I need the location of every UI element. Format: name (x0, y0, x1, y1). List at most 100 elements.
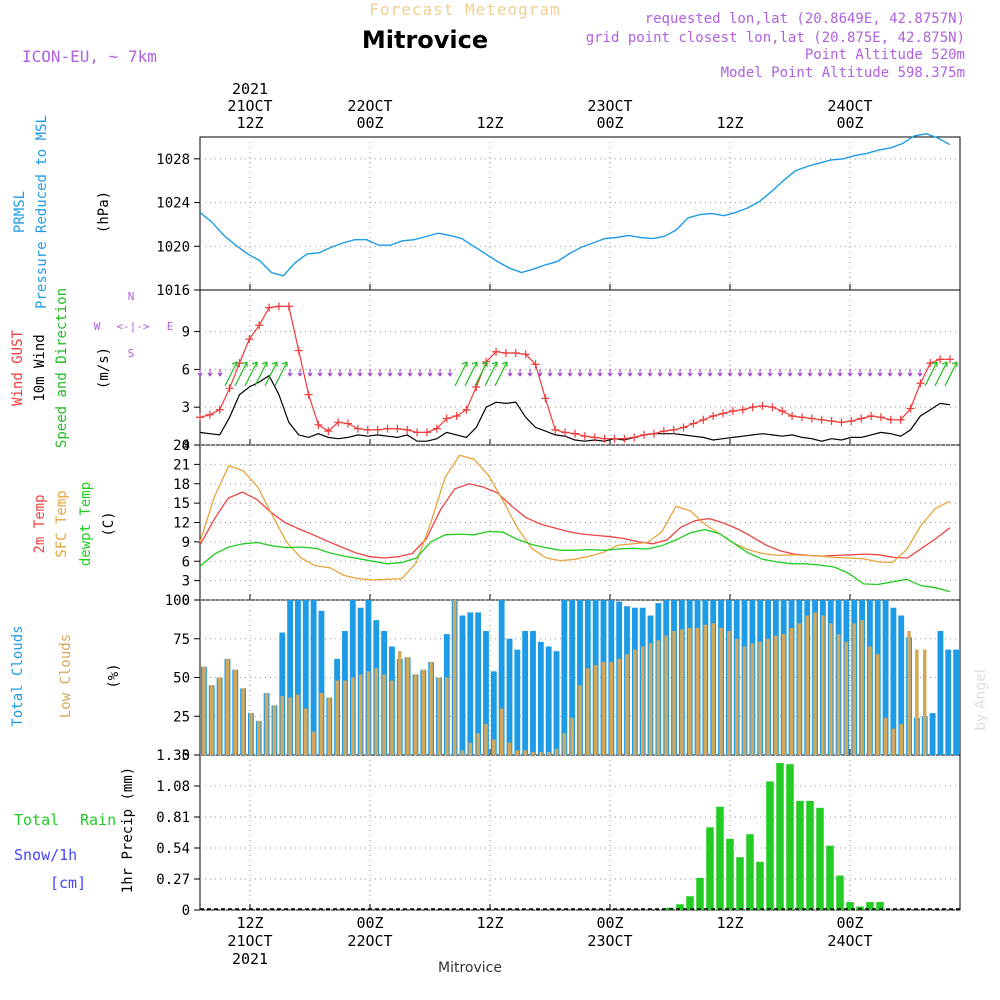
low-cloud-bar (468, 742, 473, 755)
wind-arrow (447, 368, 453, 377)
low-cloud-bar (539, 751, 543, 755)
low-cloud-bar (734, 638, 739, 755)
rain-bar (826, 845, 834, 910)
total-cloud-bar (530, 631, 536, 755)
top-time-label: 12Z (236, 114, 263, 132)
low-cloud-bar (311, 731, 316, 755)
rain-bar (876, 901, 884, 910)
low-cloud-bar (280, 696, 285, 755)
compass-n: N (128, 290, 135, 303)
y-tick-label: 15 (173, 496, 190, 512)
panel-frame (199, 754, 961, 911)
wind-arrow (437, 368, 443, 377)
rain-bar (866, 901, 874, 910)
gust-marker (442, 414, 451, 423)
top-time-label: 22OCT (347, 97, 392, 115)
total-label: Total (14, 811, 59, 829)
wind-arrow (597, 368, 603, 377)
gust-marker (561, 428, 570, 437)
gust-marker (827, 417, 836, 426)
sfc-label: SFC Temp (54, 490, 70, 557)
gust-marker (946, 355, 954, 364)
rain-bar (736, 857, 744, 910)
low-cloud-bar (609, 662, 614, 755)
low-cloud-bar (891, 728, 896, 755)
low-cloud-bar (515, 750, 520, 755)
total-cloud-bar (929, 713, 936, 755)
low-cloud-bar (640, 646, 645, 755)
bottom-time-label: 12Z (716, 914, 743, 932)
wind-arrow (827, 368, 833, 377)
total-cloud-bar (937, 631, 944, 755)
gust-line (199, 305, 950, 440)
low-cloud-bar (805, 615, 809, 755)
rain-bar (766, 781, 774, 910)
wind-arrow (287, 368, 293, 377)
y-tick-label: 1020 (156, 239, 190, 255)
low-cloud-bar (915, 649, 919, 755)
top-time-label: 12Z (476, 114, 503, 132)
total-cloud-bar (279, 632, 286, 755)
compass-w: W (94, 320, 101, 333)
gust-marker (719, 409, 728, 418)
total-cloud-bar (302, 600, 309, 755)
wind-arrow (897, 368, 903, 377)
rain-bar (816, 807, 824, 910)
wind-arrow (347, 368, 353, 377)
wind-arrow (627, 368, 633, 377)
total-cloud-bar (945, 649, 952, 755)
y-tick-label: 6 (182, 362, 190, 378)
wind-arrow (397, 368, 403, 377)
gust-marker (334, 418, 343, 427)
wind-arrow (617, 368, 623, 377)
gust-marker (551, 425, 560, 434)
low-cloud-bar (852, 623, 856, 755)
wind-arrow (217, 368, 223, 377)
top-time-label: 21OCT (227, 97, 272, 115)
wind-arrow (607, 368, 613, 377)
gust-marker (738, 405, 747, 414)
low-cloud-bar (398, 651, 402, 755)
gust-marker (255, 321, 264, 330)
bottom-time-label: 23OCT (587, 932, 632, 950)
wind-arrow (357, 368, 363, 377)
low-cloud-bar (750, 643, 755, 755)
low-cloud-bar (546, 751, 551, 755)
gust-marker (422, 428, 431, 437)
wind-arrow (857, 368, 863, 377)
rain-bar (786, 764, 794, 910)
low-cloud-bar (264, 693, 269, 755)
wind-arrow (687, 368, 693, 377)
rain-bar (836, 875, 844, 910)
low-cloud-bar (484, 724, 488, 755)
pressure-line (199, 132, 951, 277)
low-cloud-bar (413, 674, 418, 755)
gust-marker (403, 425, 412, 434)
low-clouds-label: Low Clouds (58, 634, 74, 718)
bottom-time-label: 24OCT (827, 932, 872, 950)
gust-marker (531, 360, 540, 369)
wind-arrow (727, 368, 733, 377)
precip-axis-label: 1hr Precip (mm) (120, 767, 136, 893)
total-cloud-bar (569, 600, 576, 755)
total-cloud-bar (882, 600, 889, 755)
total-cloud-bar (514, 649, 521, 755)
compass: N S W E <-|-> (94, 290, 174, 360)
gust-marker (669, 425, 678, 434)
wind-arrow (297, 368, 303, 377)
total-cloud-bar (459, 615, 466, 755)
gust-marker (857, 414, 866, 423)
y-tick-label: 9 (182, 325, 190, 341)
low-cloud-bar (593, 665, 598, 755)
y-tick-label: 21 (173, 457, 190, 473)
gust-marker (314, 420, 323, 429)
y-tick-label: 18 (173, 477, 190, 493)
low-cloud-bar (578, 685, 582, 755)
gust-marker (916, 379, 925, 388)
wind-arrow (657, 368, 663, 377)
low-cloud-bar (821, 615, 825, 755)
rain-bar (756, 861, 764, 910)
low-cloud-bar (719, 627, 723, 755)
wind-arrow (587, 368, 593, 377)
gust-marker (590, 433, 599, 442)
